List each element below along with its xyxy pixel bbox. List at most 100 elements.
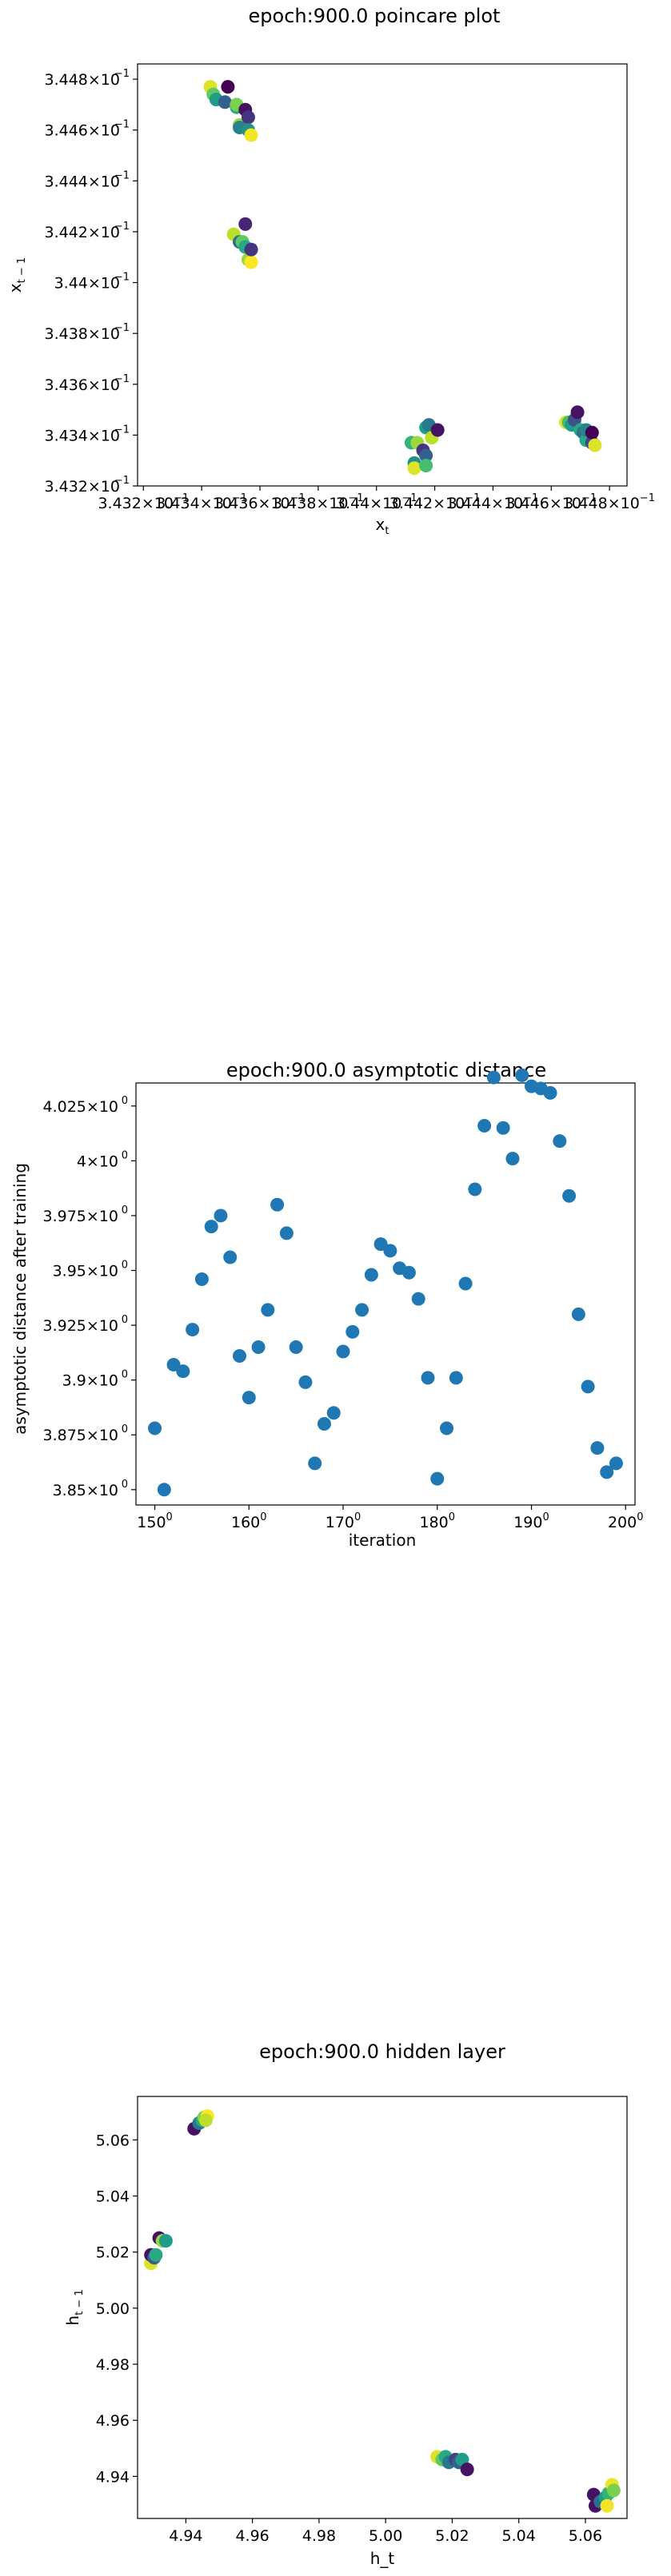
scatter-point [317, 1417, 331, 1431]
poincare-y-ticks: 3.432×10−13.434×10−13.436×10−13.438×10−1… [45, 68, 138, 496]
y-tick-exponent: −1 [114, 272, 130, 284]
y-tick-label: 3.9×10 [62, 1372, 118, 1390]
scatter-point [430, 1471, 445, 1486]
poincare-points [203, 80, 602, 476]
scatter-point [364, 1268, 378, 1282]
scatter-point [298, 1375, 313, 1389]
scatter-point [149, 2248, 163, 2262]
asymptotic-points [148, 1068, 623, 1497]
scatter-point [460, 2463, 474, 2477]
x-tick-label: 1600 [231, 1511, 267, 1531]
scatter-point [477, 1118, 492, 1133]
scatter-point [279, 1226, 294, 1240]
y-tick-label: 5.04 [96, 2188, 130, 2206]
scatter-point [244, 242, 258, 257]
scatter-point [244, 255, 258, 269]
hidden-layer-plot: epoch:900.0 hidden layer 4.94 4.96 4.98 5.0… [63, 2040, 628, 2568]
asymptotic-y-label: asymptotic distance after training [10, 1163, 30, 1435]
x-tick-label: 5.02 [435, 2527, 469, 2545]
y-tick-exponent: −1 [114, 221, 130, 233]
scatter-point [373, 1237, 388, 1252]
asymptotic-distance-plot: epoch:900.0 asymptotic distance 1500 1600… [10, 1059, 643, 1550]
scatter-point [336, 1344, 350, 1359]
hidden-layer-x-ticks: 4.94 4.96 4.98 5.00 5.02 5.04 5.06 [169, 2518, 602, 2545]
y-tick-exponent: −1 [114, 424, 130, 436]
scatter-point [468, 1182, 482, 1196]
y-tick-label: 3.438×10 [45, 325, 121, 343]
scatter-point [590, 1441, 605, 1455]
x-tick-label: 5.06 [569, 2527, 602, 2545]
scatter-point [214, 1208, 228, 1223]
scatter-point [543, 1085, 557, 1100]
scatter-point [600, 1465, 614, 1479]
y-tick-exponent: 0 [122, 1149, 128, 1161]
x-tick-label: 4.96 [235, 2527, 269, 2545]
scatter-point [407, 461, 421, 476]
asymptotic-x-ticks: 1500 1600 1700 1800 1900 2000 [137, 1505, 643, 1531]
hidden-layer-x-label: h_t [370, 2549, 395, 2568]
y-tick-label: 4×10 [77, 1153, 118, 1170]
scatter-point [148, 1421, 162, 1435]
y-tick-exponent: 0 [122, 1204, 128, 1216]
scatter-point [176, 1364, 190, 1379]
scatter-point [570, 405, 585, 420]
y-tick-exponent: −1 [114, 475, 130, 487]
scatter-point [430, 423, 445, 437]
x-tick-label: 1900 [513, 1511, 549, 1531]
y-tick-label: 3.442×10 [45, 224, 121, 241]
y-tick-label: 3.434×10 [45, 427, 121, 444]
scatter-point [581, 1380, 595, 1394]
x-tick-label: 5.04 [502, 2527, 536, 2545]
scatter-point [609, 1456, 623, 1471]
y-tick-exponent: −1 [114, 373, 130, 385]
y-tick-label: 3.444×10 [45, 173, 121, 190]
scatter-point [553, 1134, 567, 1149]
x-tick-label: 2000 [608, 1511, 644, 1531]
scatter-point [186, 1323, 200, 1337]
y-tick-exponent: 0 [122, 1369, 128, 1381]
y-tick-label: 3.85×10 [53, 1482, 118, 1499]
y-tick-label: 3.436×10 [45, 376, 121, 394]
x-tick-label: 4.94 [169, 2527, 202, 2545]
scatter-point [238, 217, 253, 231]
poincare-plot-title: epoch:900.0 poincare plot [249, 5, 501, 27]
scatter-point [411, 1292, 425, 1306]
scatter-point [458, 1276, 473, 1291]
scatter-point [383, 1244, 397, 1258]
scatter-point [562, 1188, 577, 1203]
x-tick-label: 5.00 [369, 2527, 402, 2545]
scatter-point [486, 1070, 501, 1085]
scatter-point [600, 2498, 614, 2513]
x-tick-label: 4.98 [302, 2527, 336, 2545]
y-tick-label: 3.446×10 [45, 122, 121, 140]
y-tick-label: 3.448×10 [45, 71, 121, 89]
y-tick-exponent: 0 [122, 1423, 128, 1435]
scatter-point [218, 95, 232, 109]
hidden-layer-y-ticks: 4.94 4.96 4.98 5.00 5.02 5.04 5.06 [96, 2132, 138, 2486]
scatter-point [251, 1340, 266, 1355]
y-tick-exponent: −1 [114, 322, 130, 334]
poincare-plot-frame [137, 63, 628, 487]
y-tick-exponent: 0 [122, 1260, 128, 1272]
y-tick-label: 4.96 [96, 2412, 130, 2430]
y-tick-label: 5.06 [96, 2132, 130, 2149]
scatter-point [588, 438, 602, 452]
scatter-point [505, 1152, 520, 1166]
scatter-point [204, 1220, 218, 1234]
scatter-point [449, 1371, 463, 1385]
y-tick-label: 4.94 [96, 2468, 130, 2486]
scatter-point [242, 1391, 256, 1405]
scatter-point [198, 2113, 213, 2128]
scatter-point [571, 1307, 585, 1321]
asymptotic-plot-frame [135, 1082, 636, 1506]
scatter-point [289, 1340, 303, 1355]
x-tick-label: 1800 [419, 1511, 455, 1531]
hidden-layer-y-label: ht − 1 [63, 2289, 86, 2325]
scatter-point [233, 1348, 247, 1363]
scatter-point [419, 459, 433, 473]
hidden-layer-points [144, 2109, 621, 2513]
scatter-point [241, 110, 255, 125]
scatter-point [355, 1303, 369, 1317]
y-tick-label: 5.02 [96, 2244, 130, 2262]
